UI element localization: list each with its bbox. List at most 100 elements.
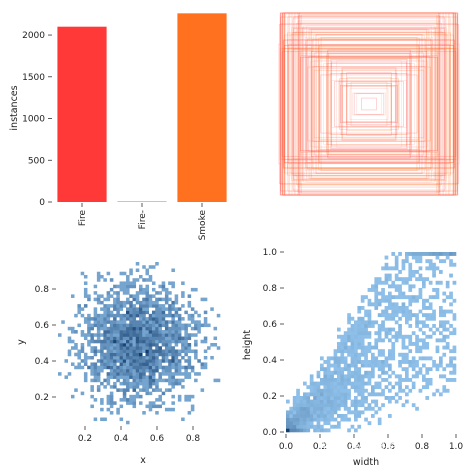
wh-histogram-cell: [425, 313, 430, 318]
xy-histogram-cell: [87, 330, 91, 334]
xy-histogram-cell: [168, 365, 172, 370]
bounding-box: [284, 12, 454, 196]
xy-histogram-cell: [190, 407, 195, 412]
wh-histogram-cell: [354, 374, 358, 379]
wh-histogram-cell: [449, 252, 453, 256]
wh-histogram-cell: [432, 331, 436, 336]
wh-histogram-cell: [398, 316, 402, 321]
xy-histogram-cell: [126, 274, 130, 279]
wh-histogram-cell: [418, 291, 423, 296]
xy-histogram-cell: [90, 346, 94, 350]
wh-histogram-cell: [374, 363, 379, 368]
wh-histogram-cell: [354, 378, 358, 382]
xy-histogram-cell: [132, 401, 137, 405]
xy-histogram-cell: [135, 372, 140, 376]
xy-histogram-cell: [158, 323, 162, 328]
xy-histogram-cell: [203, 310, 208, 315]
wh-histogram-cell: [391, 396, 396, 400]
wh-histogram-cell: [401, 345, 406, 350]
wh-histogram-cell: [435, 338, 440, 343]
wh-histogram-cell: [422, 306, 426, 310]
xy-histogram-cell: [132, 333, 137, 337]
wh-histogram-cell: [286, 421, 290, 426]
wh-histogram-cell: [445, 280, 450, 285]
xy-histogram-cell: [80, 271, 85, 276]
xy-histogram-cell: [158, 378, 162, 383]
bounding-box: [295, 23, 443, 185]
wh-histogram-cell: [408, 298, 413, 303]
wh-histogram-cell: [418, 295, 423, 300]
xy-histogram-cell: [168, 346, 172, 350]
wh-histogram-cell: [442, 309, 447, 314]
wh-histogram-cell: [364, 356, 368, 361]
xy-histogram-cell: [96, 372, 101, 376]
xy-histogram-cell: [93, 339, 98, 344]
wh-histogram-cell: [357, 424, 362, 429]
xy-histogram-cell: [168, 320, 172, 324]
xy-histogram-cell: [177, 320, 182, 324]
xy-histogram-cell: [132, 310, 137, 315]
xy-histogram-cell: [77, 362, 81, 366]
xy-histogram-cell: [203, 362, 208, 366]
wh-histogram-cell: [449, 363, 453, 368]
xy-histogram-cell: [96, 339, 101, 344]
xy-histogram-cell: [100, 381, 104, 386]
xy-histogram-cell: [168, 375, 172, 379]
wh-histogram-cell: [326, 414, 331, 418]
wh-histogram-cell: [425, 266, 430, 271]
xy-histogram-cell: [119, 362, 124, 366]
xy-histogram-cell: [181, 323, 185, 328]
xy-histogram-cell: [126, 401, 130, 405]
xy-histogram-cell: [187, 394, 192, 399]
wh-histogram-cell: [452, 313, 457, 318]
wh-histogram-cell: [333, 378, 338, 382]
xy-histogram-cell: [174, 333, 179, 337]
wh-histogram-cell: [343, 392, 348, 397]
wh-histogram-cell: [428, 262, 433, 267]
wh-histogram-cell: [398, 331, 402, 336]
wh-histogram-cell: [415, 342, 419, 346]
xy-histogram-cell: [139, 323, 143, 328]
wh-histogram-cell: [381, 360, 385, 364]
wh-histogram-cell: [411, 273, 416, 278]
xy-histogram-cell: [106, 317, 111, 321]
wh-histogram-cell: [299, 406, 304, 411]
wh-histogram-cell: [303, 410, 307, 415]
wh-histogram-cell: [405, 316, 409, 321]
wh-histogram-cell: [388, 273, 392, 278]
xy-histogram-cell: [126, 385, 130, 389]
wh-histogram-cell: [439, 338, 443, 343]
wh-histogram-cell: [401, 352, 406, 357]
xy-histogram-cell: [119, 287, 124, 292]
wh-histogram-cell: [415, 338, 419, 343]
wh-histogram-cell: [367, 381, 372, 386]
xy-histogram-cell: [106, 381, 111, 386]
wh-histogram-cell: [313, 414, 317, 418]
xy-histogram-cell: [109, 330, 114, 334]
wh-histogram-cell: [415, 360, 419, 364]
bounding-box: [330, 57, 408, 151]
wh-histogram-cell: [289, 417, 294, 422]
xy-histogram-cell: [158, 320, 162, 324]
wh-histogram-cell: [354, 345, 358, 350]
xy-histogram-cell: [155, 398, 159, 402]
xy-histogram-cell: [148, 343, 153, 347]
xy-histogram-cell: [126, 310, 130, 315]
wh-histogram-cell: [360, 378, 365, 382]
bounding-box: [327, 57, 411, 151]
xy-histogram-cell: [174, 330, 179, 334]
xy-histogram-cell: [96, 326, 101, 331]
xy-histogram-cell: [100, 339, 104, 344]
wh-histogram-cell: [442, 327, 447, 332]
xy-histogram-cell: [103, 352, 107, 357]
xy-histogram-cell: [135, 294, 140, 298]
wh-x-tick-label: 0.4: [347, 442, 362, 452]
xy-histogram-cell: [139, 274, 143, 279]
wh-histogram-cell: [337, 342, 341, 346]
xy-histogram-cell: [116, 349, 120, 354]
wh-histogram-cell: [415, 320, 419, 325]
bounding-box: [312, 39, 426, 169]
xy-histogram-cell: [113, 297, 117, 302]
wh-histogram-cell: [330, 414, 334, 418]
wh-histogram-cell: [418, 252, 423, 256]
